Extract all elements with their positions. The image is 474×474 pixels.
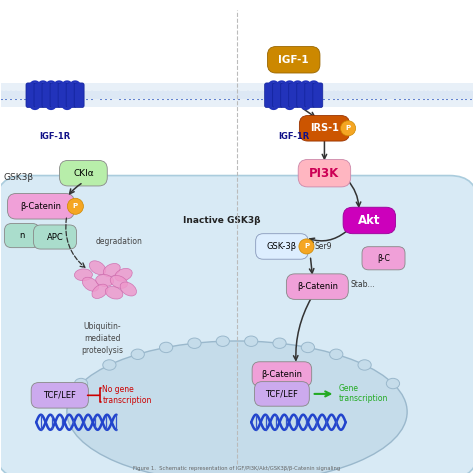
Ellipse shape <box>188 338 201 348</box>
Text: TCF/LEF: TCF/LEF <box>265 390 298 399</box>
FancyBboxPatch shape <box>58 83 68 108</box>
FancyBboxPatch shape <box>255 382 310 406</box>
Text: Stab...: Stab... <box>350 280 375 289</box>
FancyBboxPatch shape <box>0 83 474 107</box>
Ellipse shape <box>159 342 173 353</box>
Ellipse shape <box>74 378 88 389</box>
Ellipse shape <box>91 285 109 298</box>
FancyBboxPatch shape <box>286 274 348 300</box>
Text: IGF-1: IGF-1 <box>278 55 309 65</box>
Circle shape <box>299 239 314 254</box>
Ellipse shape <box>119 283 137 295</box>
Ellipse shape <box>75 268 91 282</box>
Ellipse shape <box>358 360 371 370</box>
FancyBboxPatch shape <box>313 83 323 108</box>
FancyBboxPatch shape <box>267 46 320 73</box>
Ellipse shape <box>103 360 116 370</box>
Text: β-Catenin: β-Catenin <box>261 370 302 379</box>
Text: IGF-1R: IGF-1R <box>278 132 310 141</box>
FancyBboxPatch shape <box>8 193 74 219</box>
Ellipse shape <box>82 278 100 290</box>
Text: PI3K: PI3K <box>310 167 339 180</box>
FancyBboxPatch shape <box>343 207 396 234</box>
Bar <box>0 91 474 99</box>
FancyBboxPatch shape <box>273 83 283 108</box>
FancyBboxPatch shape <box>255 234 308 259</box>
FancyBboxPatch shape <box>0 175 474 474</box>
Ellipse shape <box>111 275 127 289</box>
FancyBboxPatch shape <box>50 83 60 108</box>
Text: P: P <box>346 125 351 131</box>
Text: β-C: β-C <box>377 254 390 263</box>
FancyBboxPatch shape <box>281 83 291 108</box>
Circle shape <box>67 198 83 214</box>
FancyBboxPatch shape <box>26 83 36 108</box>
Ellipse shape <box>301 342 315 353</box>
Text: Ubiquitin-
mediated
proteolysis: Ubiquitin- mediated proteolysis <box>82 322 123 355</box>
Ellipse shape <box>329 349 343 359</box>
Text: P: P <box>304 244 309 249</box>
FancyBboxPatch shape <box>300 116 349 141</box>
Text: TCF/LEF: TCF/LEF <box>43 391 76 400</box>
FancyBboxPatch shape <box>252 362 312 386</box>
Ellipse shape <box>273 338 286 348</box>
Ellipse shape <box>131 349 145 359</box>
Text: n: n <box>19 231 25 240</box>
Text: transcription: transcription <box>339 394 389 403</box>
Ellipse shape <box>67 341 407 474</box>
FancyBboxPatch shape <box>297 83 307 108</box>
Ellipse shape <box>96 274 114 286</box>
FancyBboxPatch shape <box>298 159 351 187</box>
Text: Figure 1.  Schematic representation of IGF/PI3K/Akt/GSK3β/β-Catenin signaling: Figure 1. Schematic representation of IG… <box>133 466 341 471</box>
Text: Gene: Gene <box>339 384 359 393</box>
Text: β-Catenin: β-Catenin <box>297 282 338 291</box>
FancyBboxPatch shape <box>34 225 76 249</box>
FancyBboxPatch shape <box>362 246 405 270</box>
Ellipse shape <box>216 336 229 346</box>
FancyBboxPatch shape <box>31 383 88 408</box>
Text: CKIα: CKIα <box>73 169 94 178</box>
FancyBboxPatch shape <box>66 83 76 108</box>
Text: GSK3β: GSK3β <box>3 173 33 182</box>
FancyBboxPatch shape <box>42 83 52 108</box>
FancyBboxPatch shape <box>305 83 315 108</box>
Text: Ser9: Ser9 <box>315 242 332 251</box>
Text: P: P <box>73 203 78 210</box>
Text: IGF-1R: IGF-1R <box>39 132 71 141</box>
Text: transcription: transcription <box>102 395 152 404</box>
Ellipse shape <box>115 269 132 281</box>
Text: β-Catenin: β-Catenin <box>20 202 61 211</box>
FancyBboxPatch shape <box>264 83 274 108</box>
Ellipse shape <box>89 261 106 274</box>
Ellipse shape <box>106 286 123 299</box>
Text: Inactive GSK3β: Inactive GSK3β <box>182 216 260 225</box>
Text: No gene: No gene <box>102 385 134 394</box>
FancyBboxPatch shape <box>60 160 107 186</box>
FancyBboxPatch shape <box>34 83 44 108</box>
Circle shape <box>340 121 356 136</box>
Text: IRS-1: IRS-1 <box>310 123 339 133</box>
Ellipse shape <box>386 378 400 389</box>
Ellipse shape <box>103 264 121 276</box>
Text: Akt: Akt <box>358 214 381 227</box>
FancyBboxPatch shape <box>289 83 299 108</box>
FancyBboxPatch shape <box>74 83 84 108</box>
Text: GSK-3β: GSK-3β <box>267 242 297 251</box>
Text: APC: APC <box>46 233 64 241</box>
FancyBboxPatch shape <box>4 224 39 247</box>
Ellipse shape <box>245 336 258 346</box>
Text: degradation: degradation <box>95 237 142 246</box>
